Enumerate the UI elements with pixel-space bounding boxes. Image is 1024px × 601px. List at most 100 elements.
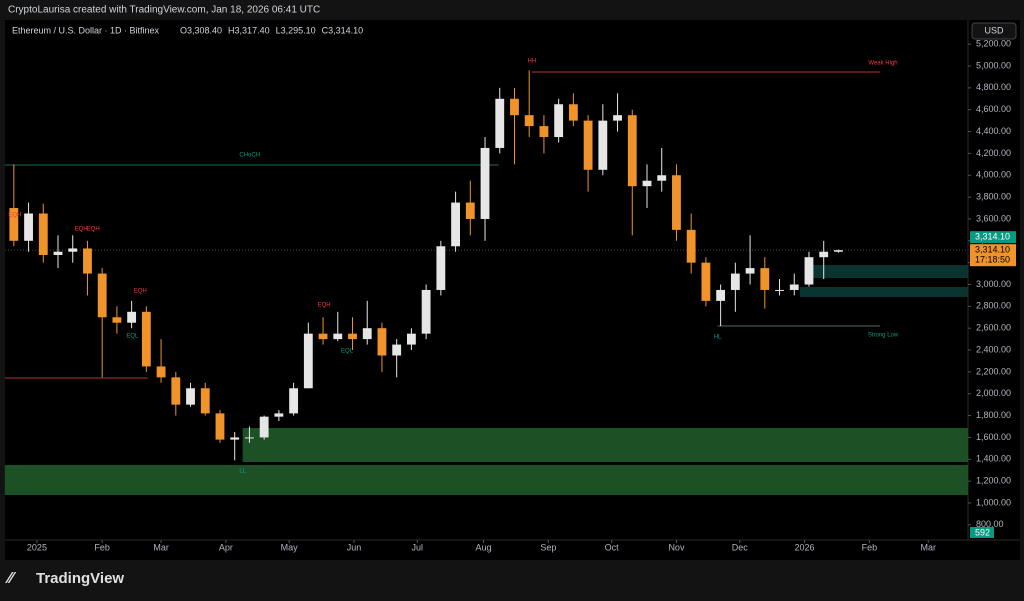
candle-body	[406, 333, 416, 345]
zone	[799, 287, 968, 297]
candle-body	[215, 413, 225, 440]
candle-body	[716, 289, 726, 301]
volume-label: 592	[975, 527, 990, 537]
candle-body	[9, 208, 19, 241]
candle-body	[480, 147, 490, 219]
zone	[804, 265, 968, 279]
candle-body	[686, 229, 696, 263]
candle-body	[245, 437, 254, 439]
y-tick-label: 2,400.00	[976, 344, 1011, 354]
price-label-box	[970, 244, 1016, 267]
countdown: 17:18:50	[975, 255, 1010, 265]
candle-body	[495, 98, 505, 148]
candle-body	[97, 273, 107, 318]
annotation: EQH	[134, 289, 147, 295]
currency-button[interactable]	[971, 22, 1017, 40]
ohlc-value: L3,295.10	[276, 25, 316, 35]
volume-label-box	[970, 527, 994, 538]
candle-body	[701, 262, 711, 301]
candle-body	[583, 120, 593, 170]
zone	[242, 428, 969, 463]
ohlc-value: O3,308.40	[180, 25, 222, 35]
candle-body	[760, 268, 770, 290]
candle-body	[613, 115, 622, 121]
x-tick-label: Oct	[605, 542, 620, 552]
candle-body	[451, 202, 460, 247]
candle-body	[186, 388, 195, 405]
candle-body	[318, 333, 328, 340]
candle-body	[465, 202, 475, 219]
price-label: 3,314.10	[975, 232, 1010, 242]
y-tick-label: 1,000.00	[976, 497, 1011, 507]
annotation: EQL	[341, 349, 354, 355]
candle-body	[672, 175, 681, 230]
zone	[4, 464, 969, 495]
candle-body	[156, 366, 166, 378]
y-tick-label: 1,800.00	[976, 410, 1011, 420]
candle-body	[24, 213, 33, 241]
candle-body	[68, 248, 78, 252]
y-tick-label: 2,600.00	[976, 323, 1011, 333]
x-tick-label: 2026	[795, 542, 815, 552]
candle-body	[775, 289, 784, 291]
candle-body	[333, 333, 343, 340]
candle-body	[274, 413, 284, 417]
x-tick-label: 2025	[27, 542, 47, 552]
candle-body	[348, 333, 357, 340]
x-tick-label: Jul	[412, 542, 424, 552]
annotation: CHoCH	[239, 153, 260, 159]
candle-body	[657, 175, 667, 181]
annotation: LL	[239, 469, 246, 475]
candle-body	[171, 377, 181, 405]
annotation: EQH	[75, 227, 88, 233]
candle-body	[392, 344, 402, 356]
candle-body	[524, 115, 534, 127]
y-tick-label: 3,800.00	[976, 191, 1011, 201]
y-tick-label: 2,000.00	[976, 388, 1011, 398]
candle-body	[362, 328, 372, 340]
x-tick-label: Apr	[219, 542, 233, 552]
brand-icon: ⁄⁄	[5, 570, 17, 587]
candle-body	[730, 273, 740, 290]
candle-body	[200, 388, 210, 414]
y-tick-label: 4,200.00	[976, 148, 1011, 158]
candle-body	[627, 115, 637, 187]
candle-body	[289, 388, 299, 414]
x-tick-label: Feb	[94, 542, 110, 552]
price-label-box	[970, 231, 1016, 244]
currency[interactable]: USD	[984, 25, 1004, 35]
candle-body	[38, 213, 48, 256]
candle-body	[539, 126, 549, 138]
x-tick-label: Jun	[347, 542, 362, 552]
y-tick-label: 4,400.00	[976, 126, 1011, 136]
x-tick-label: Feb	[862, 542, 878, 552]
y-tick-label: 1,600.00	[976, 432, 1011, 442]
y-tick-label: 4,600.00	[976, 104, 1011, 114]
x-tick-label: Aug	[476, 542, 492, 552]
annotation: EQH	[87, 227, 100, 233]
y-tick-label: 5,000.00	[976, 60, 1011, 70]
candle-body	[819, 251, 829, 258]
price-label: 3,314.10	[975, 245, 1010, 255]
ohlc-value: C3,314.10	[322, 25, 364, 35]
x-tick-label: Nov	[668, 542, 685, 552]
y-tick-label: 800.00	[976, 519, 1004, 529]
y-tick-label: 3,000.00	[976, 279, 1011, 289]
y-tick-label: 4,000.00	[976, 170, 1011, 180]
candle-body	[303, 333, 313, 389]
header-caption: CryptoLaurisa created with TradingView.c…	[8, 5, 320, 16]
candle-body	[53, 251, 63, 256]
candle-body	[127, 311, 137, 323]
candle-body	[510, 98, 519, 116]
y-tick-label: 2,200.00	[976, 366, 1011, 376]
annotation: Weak High	[868, 61, 897, 67]
y-tick-label: 3,600.00	[976, 213, 1011, 223]
ohlc-value: H3,317.40	[228, 25, 270, 35]
y-tick-label: 2,800.00	[976, 301, 1011, 311]
candle-body	[745, 268, 755, 274]
y-tick-label: 1,400.00	[976, 454, 1011, 464]
y-tick-label: 4,800.00	[976, 82, 1011, 92]
x-tick-label: Mar	[920, 542, 936, 552]
candle-body	[421, 289, 431, 334]
